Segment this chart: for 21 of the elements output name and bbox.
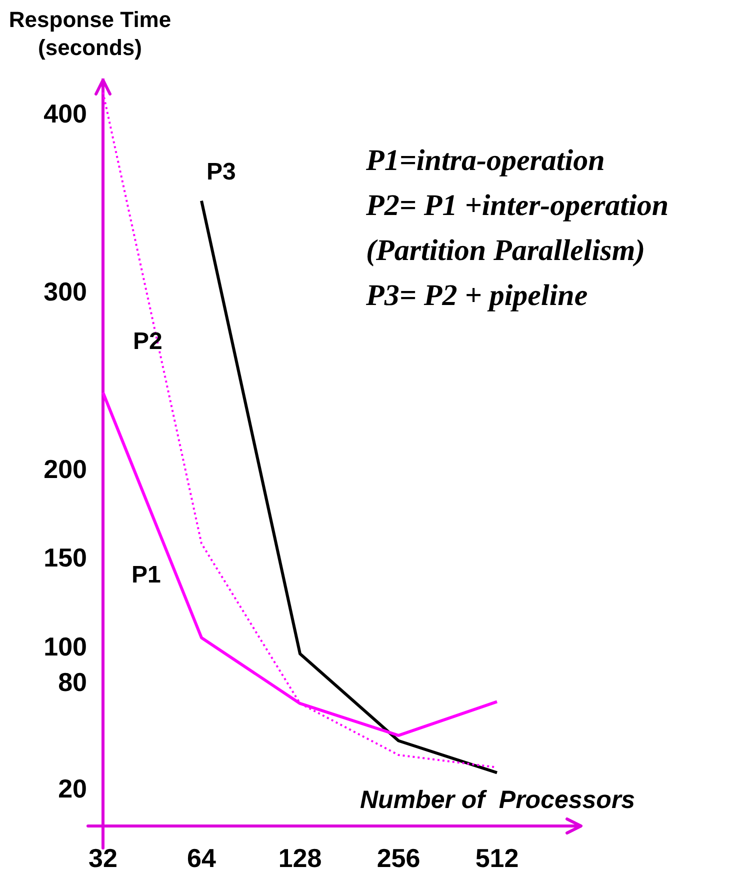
x-tick-label: 128 — [278, 842, 322, 873]
series-label: P3 — [206, 158, 236, 186]
y-tick-label: 400 — [44, 98, 87, 129]
series-label: P1 — [132, 561, 161, 588]
y-tick-label: 300 — [44, 276, 87, 306]
annotation: (Partition Parallelism) — [366, 233, 646, 269]
x-tick-label: 32 — [88, 842, 118, 873]
annotation: P3= P2 + pipeline — [366, 278, 589, 314]
y-tick-label: 200 — [44, 454, 87, 484]
annotation: P2= P1 +inter-operation — [366, 188, 669, 224]
y-tick-label: 150 — [44, 542, 87, 573]
x-axis-title: Number of Processors — [360, 786, 636, 815]
annotation: P1=intra-operation — [366, 143, 606, 179]
y-axis-title: Response Time (seconds) — [8, 6, 172, 62]
y-tick-label: 100 — [44, 632, 87, 662]
series-label: P2 — [133, 328, 162, 356]
x-tick-label: 256 — [376, 842, 420, 873]
x-tick-label: 512 — [475, 842, 519, 873]
y-tick-label: 20 — [58, 774, 87, 804]
y-tick-label: 80 — [58, 667, 87, 698]
x-tick-label: 64 — [187, 842, 216, 873]
